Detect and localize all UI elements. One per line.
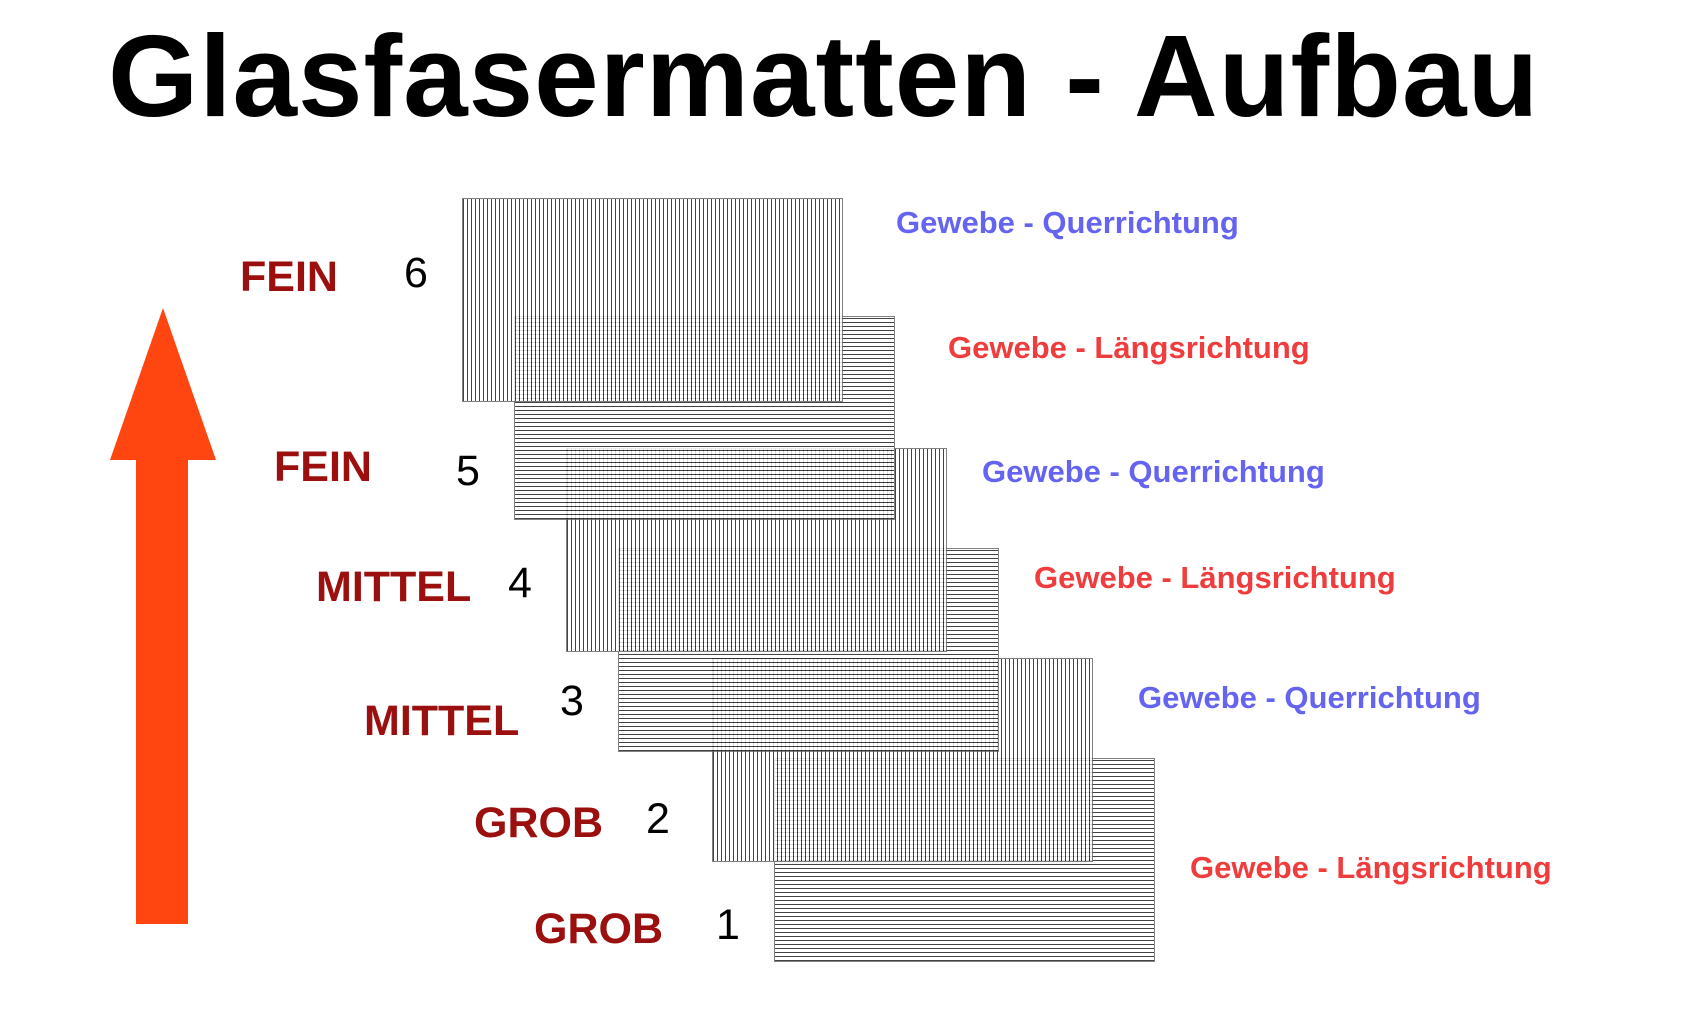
coarseness-label-1: GROB (534, 905, 663, 953)
fabric-label-4: Gewebe - Querrichtung (982, 454, 1325, 489)
layer-number-3: 3 (560, 677, 584, 725)
fabric-label-2: Gewebe - Querrichtung (1138, 680, 1481, 715)
page-title: Glasfasermatten - Aufbau (108, 11, 1540, 141)
layer-number-2: 2 (646, 795, 670, 843)
coarseness-label-2: GROB (474, 799, 603, 847)
fabric-label-5: Gewebe - Längsrichtung (948, 330, 1310, 365)
fabric-label-3: Gewebe - Längsrichtung (1034, 560, 1396, 595)
arrow-shape (110, 308, 216, 924)
layer-number-6: 6 (404, 249, 428, 297)
coarseness-label-5: FEIN (274, 443, 372, 491)
layer-number-4: 4 (508, 559, 532, 607)
layer-number-5: 5 (456, 447, 480, 495)
coarseness-label-3: MITTEL (364, 697, 520, 745)
layer-number-1: 1 (716, 901, 740, 949)
fabric-label-6: Gewebe - Querrichtung (896, 205, 1239, 240)
mat-layer-6 (462, 198, 843, 402)
upward-arrow-icon (110, 308, 216, 924)
fabric-label-1: Gewebe - Längsrichtung (1190, 850, 1552, 885)
coarseness-label-6: FEIN (240, 253, 338, 301)
coarseness-label-4: MITTEL (316, 563, 472, 611)
